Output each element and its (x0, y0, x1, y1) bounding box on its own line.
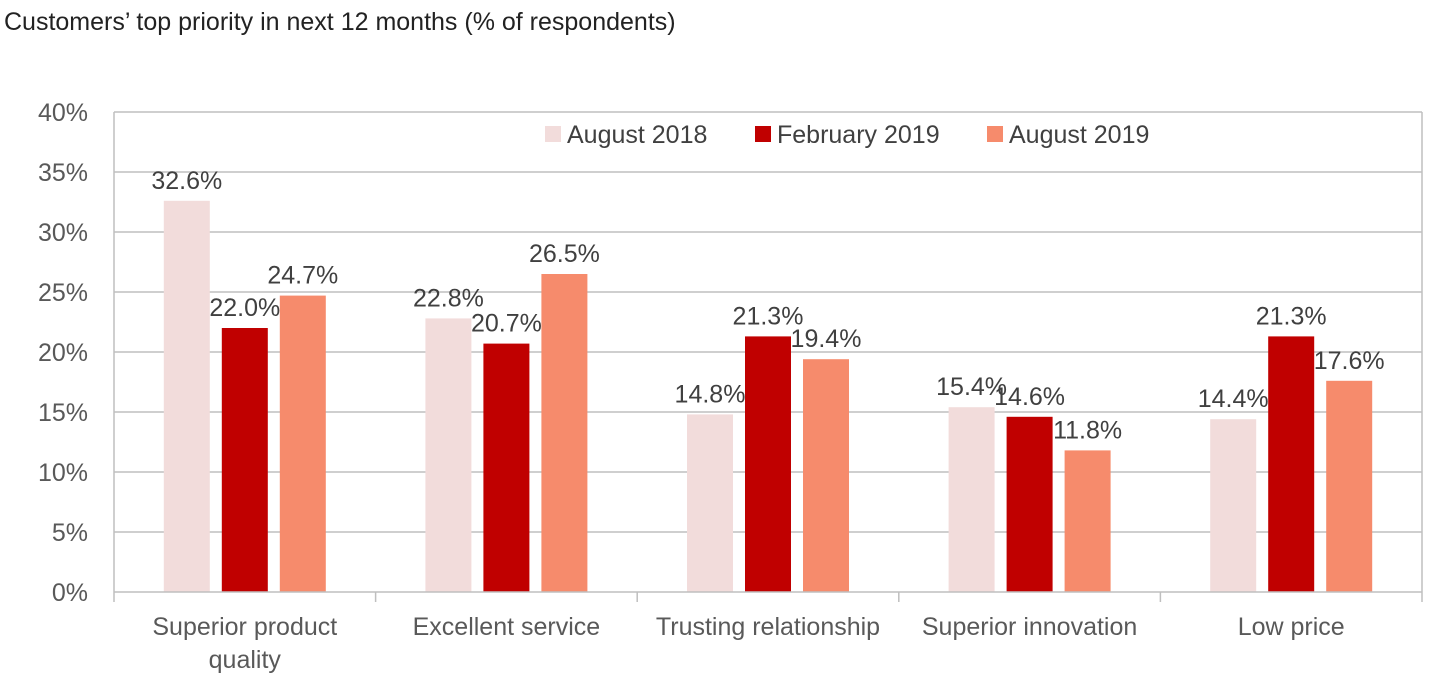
bar (279, 295, 326, 592)
category-label: Excellent service (413, 613, 601, 641)
category-label: Superior product (152, 613, 337, 641)
data-label: 22.8% (413, 284, 484, 312)
bar (948, 407, 995, 592)
y-tick-label: 15% (38, 399, 88, 427)
y-tick-label: 0% (52, 579, 88, 607)
data-labels: 32.6% 22.0% 24.7% 22.8%20.7% 26.5% 14.8% 21.3%… (151, 167, 1384, 445)
y-tick-label: 10% (38, 459, 88, 487)
legend-label: August 2019 (1009, 121, 1149, 149)
y-tick-label: 40% (38, 99, 88, 127)
legend-label: August 2018 (567, 121, 707, 149)
data-label: 26.5% (529, 240, 600, 268)
legend-swatch (987, 126, 1003, 142)
bar (803, 359, 849, 592)
y-tick-label: 25% (38, 279, 88, 307)
bar (1064, 450, 1111, 592)
legend-swatch (545, 126, 561, 142)
y-tick-label: 30% (38, 219, 88, 247)
data-label: 21.3% (733, 302, 804, 330)
data-label: 14.8% (675, 380, 746, 408)
data-label: 15.4% (936, 373, 1007, 401)
category-labels: Superior product quality Excellent service… (152, 613, 1344, 674)
data-label: 22.0% (209, 294, 280, 322)
data-label: 24.7% (267, 262, 338, 290)
legend: August 2018 February 2019 August 2019 (545, 121, 1149, 149)
y-tick-label: 20% (38, 339, 88, 367)
bars (163, 200, 1373, 593)
bar (1006, 416, 1053, 592)
bar (1210, 419, 1257, 592)
x-axis (113, 591, 1423, 602)
bar (1326, 380, 1373, 592)
bar (163, 200, 210, 593)
bar (1268, 336, 1315, 592)
bar (483, 343, 530, 592)
data-label: 14.6% (994, 383, 1065, 411)
y-tick-label: 35% (38, 159, 88, 187)
y-axis-ticks: 0% 5% 10% 15% 20% 25% 30% 35% 40% (38, 99, 88, 607)
category-label: Low price (1238, 613, 1345, 641)
legend-swatch (755, 126, 771, 142)
chart-title: Customers’ top priority in next 12 month… (4, 8, 676, 36)
legend-label: February 2019 (777, 121, 940, 149)
data-label: 14.4% (1198, 385, 1269, 413)
data-label: 21.3% (1256, 302, 1327, 330)
y-tick-label: 5% (52, 519, 88, 547)
data-label: 20.7% (471, 310, 542, 338)
bar (221, 328, 268, 592)
data-label: 11.8% (1053, 416, 1122, 444)
bar (687, 414, 733, 592)
category-label: quality (209, 646, 282, 674)
bar (541, 274, 588, 592)
data-label: 17.6% (1314, 347, 1385, 375)
data-label: 32.6% (151, 167, 222, 195)
bar (745, 336, 791, 592)
bar (425, 318, 472, 592)
data-label: 19.4% (791, 325, 862, 353)
category-label: Superior innovation (922, 613, 1137, 641)
category-label: Trusting relationship (656, 613, 880, 641)
